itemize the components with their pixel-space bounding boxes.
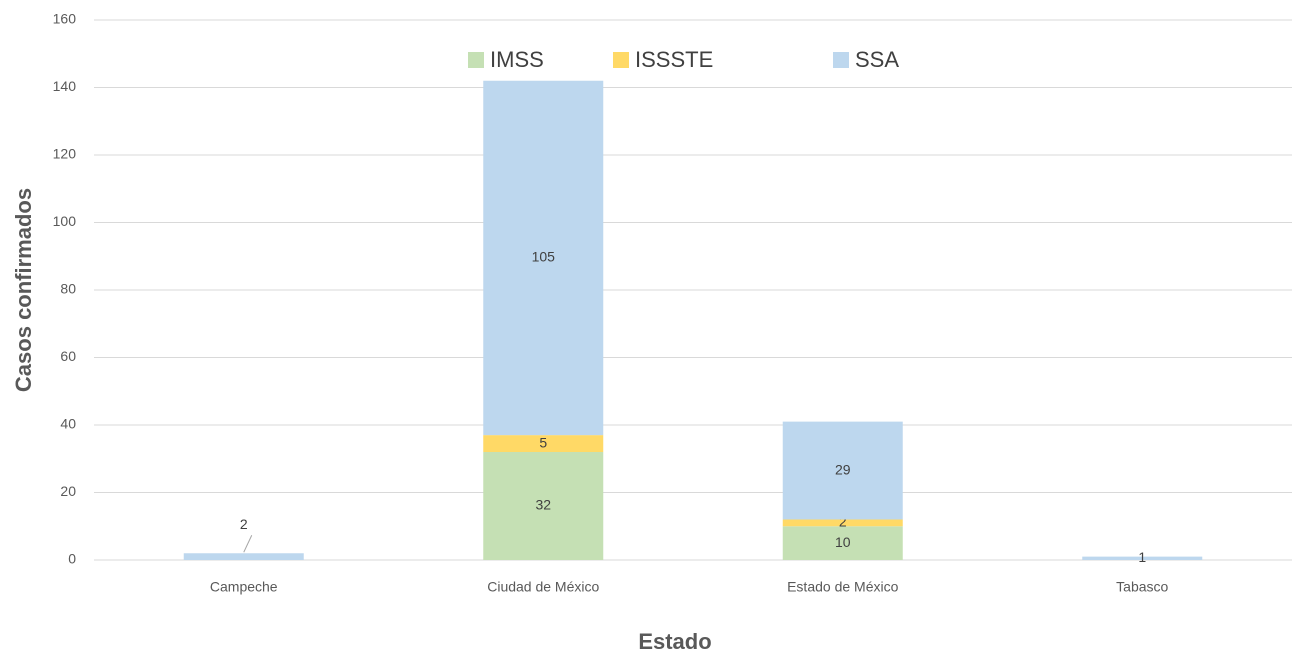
bar-segment	[483, 435, 604, 452]
bar-segment	[483, 452, 604, 560]
x-axis-title: Estado	[638, 629, 711, 654]
legend-swatch	[613, 52, 629, 68]
legend-label: ISSSTE	[635, 47, 713, 72]
bar-segment	[782, 421, 903, 520]
x-tick-label: Ciudad de México	[487, 579, 599, 595]
data-label: 5	[539, 434, 547, 450]
x-tick-label: Campeche	[210, 579, 278, 595]
y-tick-label: 140	[53, 78, 77, 94]
data-label: 10	[835, 534, 851, 550]
y-axis-title: Casos confirmados	[11, 188, 36, 392]
y-tick-label: 40	[60, 416, 76, 432]
data-label: 29	[835, 461, 851, 477]
bar-segment	[183, 553, 304, 560]
data-label: 105	[532, 249, 556, 265]
x-tick-label: Estado de México	[787, 579, 898, 595]
bar-segment	[782, 519, 903, 527]
bar-segment	[483, 80, 604, 436]
y-tick-label: 80	[60, 281, 76, 297]
x-tick-label: Tabasco	[1116, 579, 1168, 595]
y-tick-label: 60	[60, 348, 76, 364]
y-tick-label: 160	[53, 11, 77, 27]
legend-swatch	[833, 52, 849, 68]
y-tick-label: 0	[68, 551, 76, 567]
y-tick-label: 100	[53, 213, 77, 229]
data-label: 32	[535, 497, 551, 513]
data-label: 1	[1138, 549, 1146, 565]
y-tick-label: 20	[60, 483, 76, 499]
data-label: 2	[240, 516, 248, 532]
legend-label: IMSS	[490, 47, 544, 72]
data-label: 2	[839, 514, 847, 530]
bar-segment	[782, 526, 903, 560]
bar-segment	[1082, 556, 1203, 560]
legend-label: SSA	[855, 47, 899, 72]
label-leader	[243, 535, 253, 553]
legend-swatch	[468, 52, 484, 68]
y-tick-label: 120	[53, 146, 77, 162]
